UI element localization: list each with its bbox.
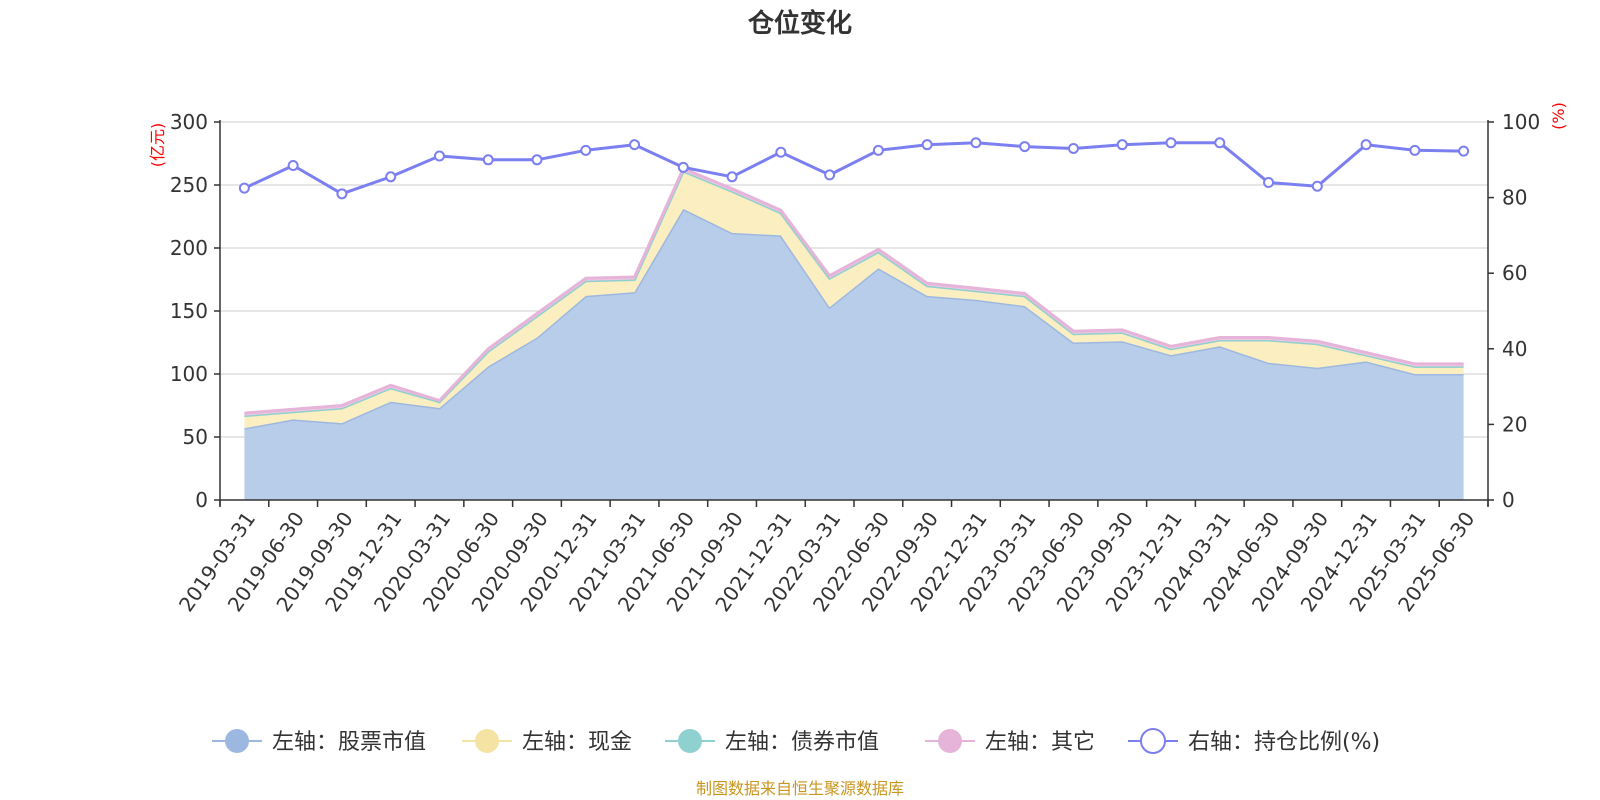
- chart-title: 仓位变化: [747, 8, 852, 39]
- position-ratio-point: [1360, 139, 1372, 151]
- position-ratio-point: [580, 144, 592, 156]
- area-edge-other: [244, 167, 1464, 415]
- legend-label: 左轴：股票市值: [272, 730, 426, 755]
- right-axis-unit: (%): [1549, 102, 1568, 130]
- right-tick-label: 80: [1502, 186, 1527, 210]
- position-ratio-point: [1458, 145, 1470, 157]
- position-ratio-point: [824, 169, 836, 181]
- legend-item: 左轴：其它: [925, 729, 1095, 755]
- position-ratio-point: [1019, 141, 1031, 153]
- legend: 左轴：股票市值 左轴：现金 左轴：债券市值 左轴：其它 右轴：持仓比例(%): [212, 728, 1380, 755]
- legend-item: 左轴：债券市值: [665, 729, 879, 755]
- right-tick-label: 20: [1502, 412, 1527, 436]
- legend-marker: [225, 729, 249, 753]
- x-axis-ticks: 2019-03-312019-06-302019-09-302019-12-31…: [174, 500, 1489, 616]
- position-ratio-point: [775, 146, 787, 158]
- position-ratio-point: [287, 159, 299, 171]
- left-tick-label: 150: [170, 299, 208, 323]
- legend-marker: [678, 729, 702, 753]
- right-axis-ticks: 0 20 40 60 80 100: [1488, 110, 1540, 512]
- legend-label: 左轴：其它: [985, 730, 1095, 755]
- position-ratio-point: [1214, 137, 1226, 149]
- right-tick-label: 0: [1502, 488, 1515, 512]
- position-ratio-point: [726, 171, 738, 183]
- source-note: 制图数据来自恒生聚源数据库: [696, 779, 904, 798]
- position-ratio-point: [482, 154, 494, 166]
- area-series: [244, 167, 1464, 500]
- legend-marker: [1140, 728, 1166, 754]
- right-tick-label: 40: [1502, 337, 1527, 361]
- left-axis-unit: (亿元): [148, 123, 167, 168]
- left-tick-label: 100: [170, 362, 208, 386]
- legend-marker: [475, 729, 499, 753]
- right-tick-label: 60: [1502, 261, 1527, 285]
- area-cash: [244, 171, 1464, 429]
- position-ratio-point: [385, 171, 397, 183]
- legend-marker: [938, 729, 962, 753]
- position-ratio-point: [872, 144, 884, 156]
- position-ratio-line: [243, 141, 1464, 196]
- position-ratio-point: [336, 188, 348, 200]
- position-ratio-point: [629, 139, 641, 151]
- position-ratio-point: [1263, 176, 1275, 188]
- position-ratio-point: [238, 182, 250, 194]
- left-tick-label: 300: [170, 110, 208, 134]
- position-ratio-point: [1165, 137, 1177, 149]
- legend-item: 左轴：现金: [462, 729, 632, 755]
- position-ratio-point: [921, 139, 933, 151]
- position-ratio-point: [433, 150, 445, 162]
- area-stock-value: [244, 208, 1464, 500]
- left-tick-label: 0: [195, 488, 208, 512]
- position-ratio-point: [1409, 144, 1421, 156]
- position-ratio-point: [1311, 180, 1323, 192]
- position-ratio-point: [1116, 139, 1128, 151]
- left-tick-label: 250: [170, 173, 208, 197]
- left-axis-ticks: 0 50 100 150 200 250 300: [170, 110, 220, 512]
- left-tick-label: 50: [183, 425, 208, 449]
- legend-label: 左轴：现金: [522, 730, 632, 755]
- left-tick-label: 200: [170, 236, 208, 260]
- position-ratio-point: [970, 137, 982, 149]
- right-tick-label: 100: [1502, 110, 1540, 134]
- position-ratio-point: [1067, 142, 1079, 154]
- line-series: [238, 137, 1470, 200]
- legend-item: 左轴：股票市值: [212, 729, 426, 755]
- position-ratio-point: [531, 154, 543, 166]
- legend-item: 右轴：持仓比例(%): [1128, 728, 1380, 755]
- legend-label: 右轴：持仓比例(%): [1188, 730, 1380, 755]
- legend-label: 左轴：债券市值: [725, 730, 879, 755]
- position-ratio-point: [677, 161, 689, 173]
